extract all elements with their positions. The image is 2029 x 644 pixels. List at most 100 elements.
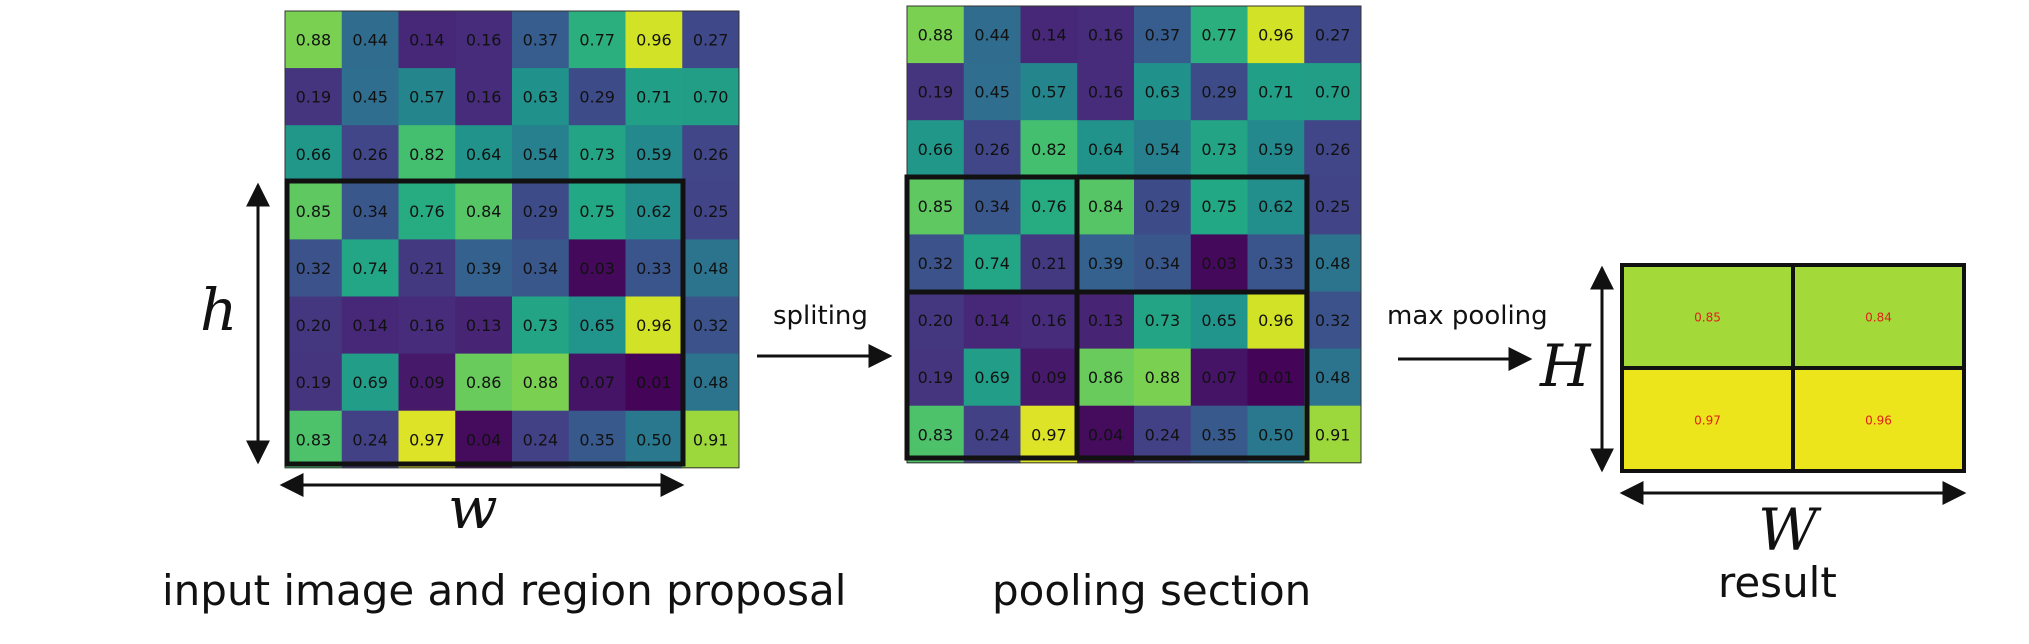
cell-value: 0.19 (296, 88, 332, 107)
grid-cell (907, 120, 965, 178)
cell-value: 0.19 (918, 368, 954, 387)
grid-cell (1247, 6, 1305, 64)
cell-value: 0.76 (409, 202, 445, 221)
cell-value: 0.37 (1145, 26, 1181, 45)
grid-cell (682, 296, 740, 355)
grid-cell (1077, 348, 1135, 407)
grid-cell (512, 11, 570, 69)
h-label: h (200, 276, 237, 344)
grid-cell (1247, 234, 1305, 292)
grid-cell (1304, 63, 1362, 121)
grid-cell (1190, 63, 1248, 121)
result-caption: result (1718, 558, 1837, 607)
grid-cell (341, 125, 399, 183)
grid-cell (455, 11, 513, 69)
cell-value: 0.14 (1031, 26, 1067, 45)
cell-value: 0.65 (579, 316, 615, 335)
cell-value: 0.24 (974, 425, 1010, 444)
grid-cell (625, 410, 683, 469)
grid-cell (1247, 348, 1305, 407)
cell-value: 0.27 (693, 31, 729, 50)
grid-cell (398, 11, 456, 69)
cell-value: 0.64 (1088, 140, 1124, 159)
grid-cell (682, 182, 740, 240)
grid-cell (455, 410, 513, 469)
grid-cell (1020, 234, 1078, 292)
cell-value: 0.73 (523, 316, 559, 335)
cell-value: 0.01 (1258, 368, 1294, 387)
grid-cell (341, 296, 399, 355)
cell-value: 0.25 (1315, 197, 1351, 216)
result-cell (1791, 366, 1966, 473)
cell-value: 0.44 (352, 31, 388, 50)
grid-cell (1190, 120, 1248, 178)
cell-value: 0.16 (466, 31, 502, 50)
grid-cell (963, 177, 1021, 235)
pooling-section-box (904, 174, 1310, 461)
cell-value: 0.85 (296, 202, 332, 221)
cell-value: 0.73 (579, 145, 615, 164)
cell-value: 0.54 (1145, 140, 1181, 159)
cell-value: 0.01 (636, 373, 672, 392)
grid-cell (568, 239, 626, 297)
grid-cell (341, 239, 399, 297)
cell-value: 0.85 (918, 197, 954, 216)
cell-value: 0.76 (1031, 197, 1067, 216)
grid-cell (625, 239, 683, 297)
cell-value: 0.62 (636, 202, 672, 221)
grid-cell (285, 11, 343, 69)
cell-value: 0.71 (636, 88, 672, 107)
result-value: 0.97 (1694, 414, 1721, 428)
cell-value: 0.75 (579, 202, 615, 221)
cell-value: 0.29 (579, 88, 615, 107)
grid-cell (1247, 120, 1305, 178)
cell-value: 0.82 (1031, 140, 1067, 159)
cell-value: 0.88 (523, 373, 559, 392)
cell-value: 0.35 (579, 430, 615, 449)
grid-cell (625, 353, 683, 412)
cell-value: 0.34 (974, 197, 1010, 216)
grid-cell (341, 11, 399, 69)
H-label: H (1539, 332, 1592, 400)
grid-cell (398, 296, 456, 355)
cell-value: 0.09 (409, 373, 445, 392)
cell-value: 0.16 (466, 88, 502, 107)
cell-value: 0.19 (296, 373, 332, 392)
cell-value: 0.97 (1031, 425, 1067, 444)
grid-cell (1077, 291, 1135, 350)
grid-cell (907, 348, 965, 407)
result-cell (1620, 366, 1795, 473)
w-label: w (448, 474, 498, 542)
cell-value: 0.59 (1258, 140, 1294, 159)
cell-value: 0.07 (579, 373, 615, 392)
cell-value: 0.71 (1258, 83, 1294, 102)
cell-value: 0.82 (409, 145, 445, 164)
max-pooling-label: max pooling (1387, 301, 1548, 331)
grid-cell (341, 410, 399, 469)
grid-cell (907, 177, 965, 235)
cell-value: 0.48 (693, 373, 729, 392)
cell-value: 0.48 (1315, 368, 1351, 387)
cell-value: 0.96 (1258, 26, 1294, 45)
cell-value: 0.27 (1315, 26, 1351, 45)
grid-cell (568, 410, 626, 469)
grid-cell (1020, 405, 1078, 464)
grid-cell (341, 182, 399, 240)
grid-cell (398, 239, 456, 297)
grid-cell (963, 120, 1021, 178)
result-grid: 0.85 0.84 0.97 0.96 (1620, 263, 1966, 473)
grid-cell (907, 405, 965, 464)
grid-cell (568, 125, 626, 183)
grid-cell (568, 296, 626, 355)
cell-value: 0.44 (974, 26, 1010, 45)
grid-cell (1247, 291, 1305, 350)
cell-value: 0.54 (523, 145, 559, 164)
grid-cell (682, 68, 740, 126)
cell-value: 0.63 (523, 88, 559, 107)
grid-cell (625, 182, 683, 240)
cell-value: 0.84 (466, 202, 502, 221)
result-value: 0.84 (1865, 311, 1892, 325)
W-label: W (1758, 496, 1822, 564)
cell-value: 0.32 (296, 259, 332, 278)
cell-value: 0.26 (352, 145, 388, 164)
